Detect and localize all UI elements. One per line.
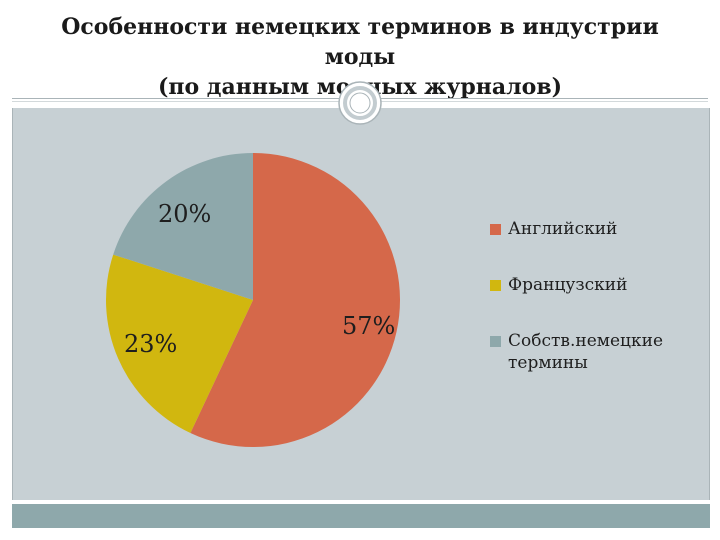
pie-slice-german (113, 153, 253, 300)
legend-swatch-german (490, 336, 501, 347)
chart-legend: Английский Французский Собств.немецкие т… (490, 218, 700, 408)
legend-item-french: Французский (490, 274, 700, 296)
legend-label-english: Английский (508, 219, 618, 239)
pie-slice-english (190, 153, 401, 447)
title-line-1: Особенности немецких терминов в индустри… (61, 14, 659, 40)
legend-label-french: Французский (508, 275, 628, 295)
pie-slice-french (105, 254, 253, 434)
legend-label-german: Собств.немецкие термины (508, 331, 664, 373)
data-label-english: 57% (342, 312, 396, 340)
circle-ornament-icon (338, 81, 382, 125)
slide-title: Особенности немецких терминов в индустри… (20, 12, 700, 102)
legend-item-english: Английский (490, 218, 700, 240)
legend-item-german: Собств.немецкие термины (490, 330, 700, 374)
title-line-2: моды (324, 44, 396, 70)
legend-swatch-english (490, 224, 501, 235)
data-label-french: 23% (124, 330, 178, 358)
data-label-german: 20% (158, 200, 212, 228)
legend-swatch-french (490, 280, 501, 291)
footer-bar (12, 504, 710, 528)
